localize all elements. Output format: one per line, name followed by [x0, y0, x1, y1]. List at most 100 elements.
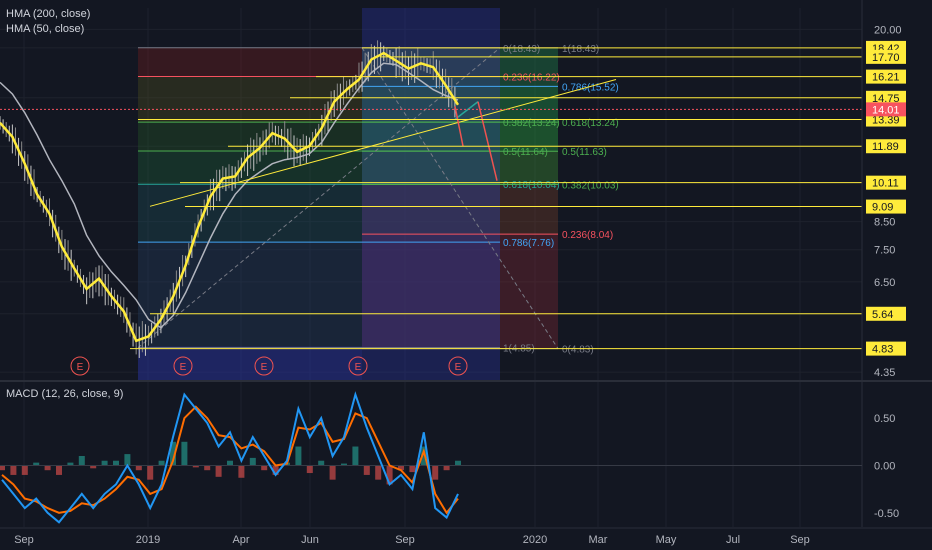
price-tag-label: 5.64 [872, 309, 893, 321]
fib-label-left: 0.786(7.76) [503, 238, 554, 249]
time-tick-label: 2020 [523, 534, 547, 546]
earnings-marker-label: E [261, 362, 268, 373]
macd-hist-bar [113, 460, 119, 466]
current-price-label: 14.01 [872, 104, 900, 116]
time-tick-label: Mar [589, 534, 608, 546]
price-tag [866, 69, 906, 84]
macd-hist-bar [0, 465, 5, 471]
fib-label-right: 1(18.43) [562, 44, 599, 55]
time-tick-label: Apr [232, 534, 249, 546]
macd-hist-bar [67, 462, 74, 466]
macd-hist-bar [329, 465, 336, 480]
macd-hist-bar [90, 465, 97, 469]
macd-hist-bar [352, 446, 359, 466]
price-legend: HMA (200, close) HMA (50, close) [6, 7, 90, 37]
macd-hist-bar [386, 465, 393, 485]
time-tick-label: Sep [14, 534, 34, 546]
date-range-band [362, 8, 500, 380]
macd-hist-bar [21, 465, 28, 475]
price-tag [866, 49, 906, 64]
macd-hist-bar [44, 465, 51, 471]
macd-hist-bar [170, 441, 176, 466]
macd-hist-bar [420, 446, 427, 466]
fib-label-left: 0.5(11.64) [503, 147, 548, 158]
hma200-line [0, 62, 459, 329]
macd-hist-bar [306, 465, 313, 474]
projection-down-2 [454, 106, 464, 147]
hma50-line [0, 51, 460, 343]
fib-label-right: 0.382(10.03) [562, 180, 619, 191]
hma200-legend: HMA (200, close) [6, 8, 91, 20]
fib-label-left: 0(18.43) [503, 44, 540, 55]
macd-hist-bar [135, 465, 142, 471]
price-tick-label: 8.50 [874, 217, 895, 229]
fib-label-left: 0.382(13.24) [503, 118, 560, 129]
macd-hist-bar [455, 460, 461, 466]
price-tick-label: 7.50 [874, 245, 895, 257]
macd-hist-bar [341, 463, 347, 466]
time-tick-label: Sep [790, 534, 810, 546]
fib-zone-right [362, 184, 558, 235]
macd-hist-bar [192, 465, 199, 468]
time-tick-label: May [656, 534, 677, 546]
macd-hist-bar [249, 457, 256, 466]
fib-label-right: 0.236(8.04) [562, 230, 613, 241]
macd-hist-bar [10, 465, 17, 475]
macd-legend-title: MACD (12, 26, close, 9) [6, 388, 124, 400]
macd-hist-bar [147, 465, 154, 480]
projection-up [454, 101, 479, 120]
macd-hist-bar [318, 460, 325, 466]
macd-line [1, 391, 459, 524]
price-tag [866, 90, 906, 105]
date-range-band-bottom [138, 346, 362, 380]
fib-zone-right [362, 151, 558, 185]
price-tag-label: 13.39 [872, 115, 900, 127]
macd-hist-bar [409, 465, 416, 473]
price-tag-label: 14.75 [872, 93, 900, 105]
fib-label-right: 0(4.83) [562, 345, 594, 356]
price-tag-label: 11.89 [872, 141, 899, 153]
macd-hist-bar [158, 460, 165, 466]
macd-hist-bar [398, 465, 404, 471]
earnings-marker [70, 356, 90, 376]
price-tag-label: 9.09 [872, 202, 893, 214]
price-tick-label: 20.00 [874, 24, 902, 36]
macd-hist-bar [363, 465, 370, 475]
macd-legend: MACD (12, 26, close, 9) [6, 387, 123, 402]
price-tag-label: 17.70 [872, 52, 900, 64]
price-tag-label: 16.21 [872, 72, 900, 84]
earnings-marker-label: E [77, 362, 84, 373]
macd-hist-bar [204, 465, 211, 471]
macd-hist-bar [33, 462, 40, 466]
earnings-marker [173, 356, 193, 376]
macd-hist-bar [227, 460, 233, 466]
price-tag [866, 175, 906, 190]
time-tick-label: Jul [726, 534, 740, 546]
time-tick-label: Jun [301, 534, 319, 546]
macd-hist-bar [375, 465, 382, 480]
current-price-tag [866, 102, 906, 117]
fib-trend-line [137, 47, 501, 349]
macd-hist-bar [124, 454, 131, 466]
fib-zone [138, 242, 500, 348]
earnings-marker [254, 356, 274, 376]
macd-hist-bar [272, 465, 279, 475]
time-tick-label: 2019 [136, 534, 160, 546]
earnings-marker-label: E [455, 362, 462, 373]
macd-tick-label: 0.00 [874, 460, 895, 472]
price-tag [866, 139, 906, 154]
price-tick-label: 6.50 [874, 277, 895, 289]
projection-down [477, 101, 498, 181]
fib-label-left: 0.236(16.22) [503, 72, 560, 83]
fib-label-right: 0.786(15.52) [562, 82, 619, 93]
macd-histogram [0, 441, 461, 485]
fib-label-right: 0.618(13.24) [562, 118, 619, 129]
fib-zone-right [362, 234, 558, 349]
hma50-legend: HMA (50, close) [6, 23, 85, 35]
price-axis: 20.008.507.506.504.3518.4217.7016.2114.7… [866, 24, 906, 379]
macd-hist-bar [181, 441, 188, 466]
signal-line [1, 405, 459, 515]
macd-hist-bar [238, 465, 245, 478]
